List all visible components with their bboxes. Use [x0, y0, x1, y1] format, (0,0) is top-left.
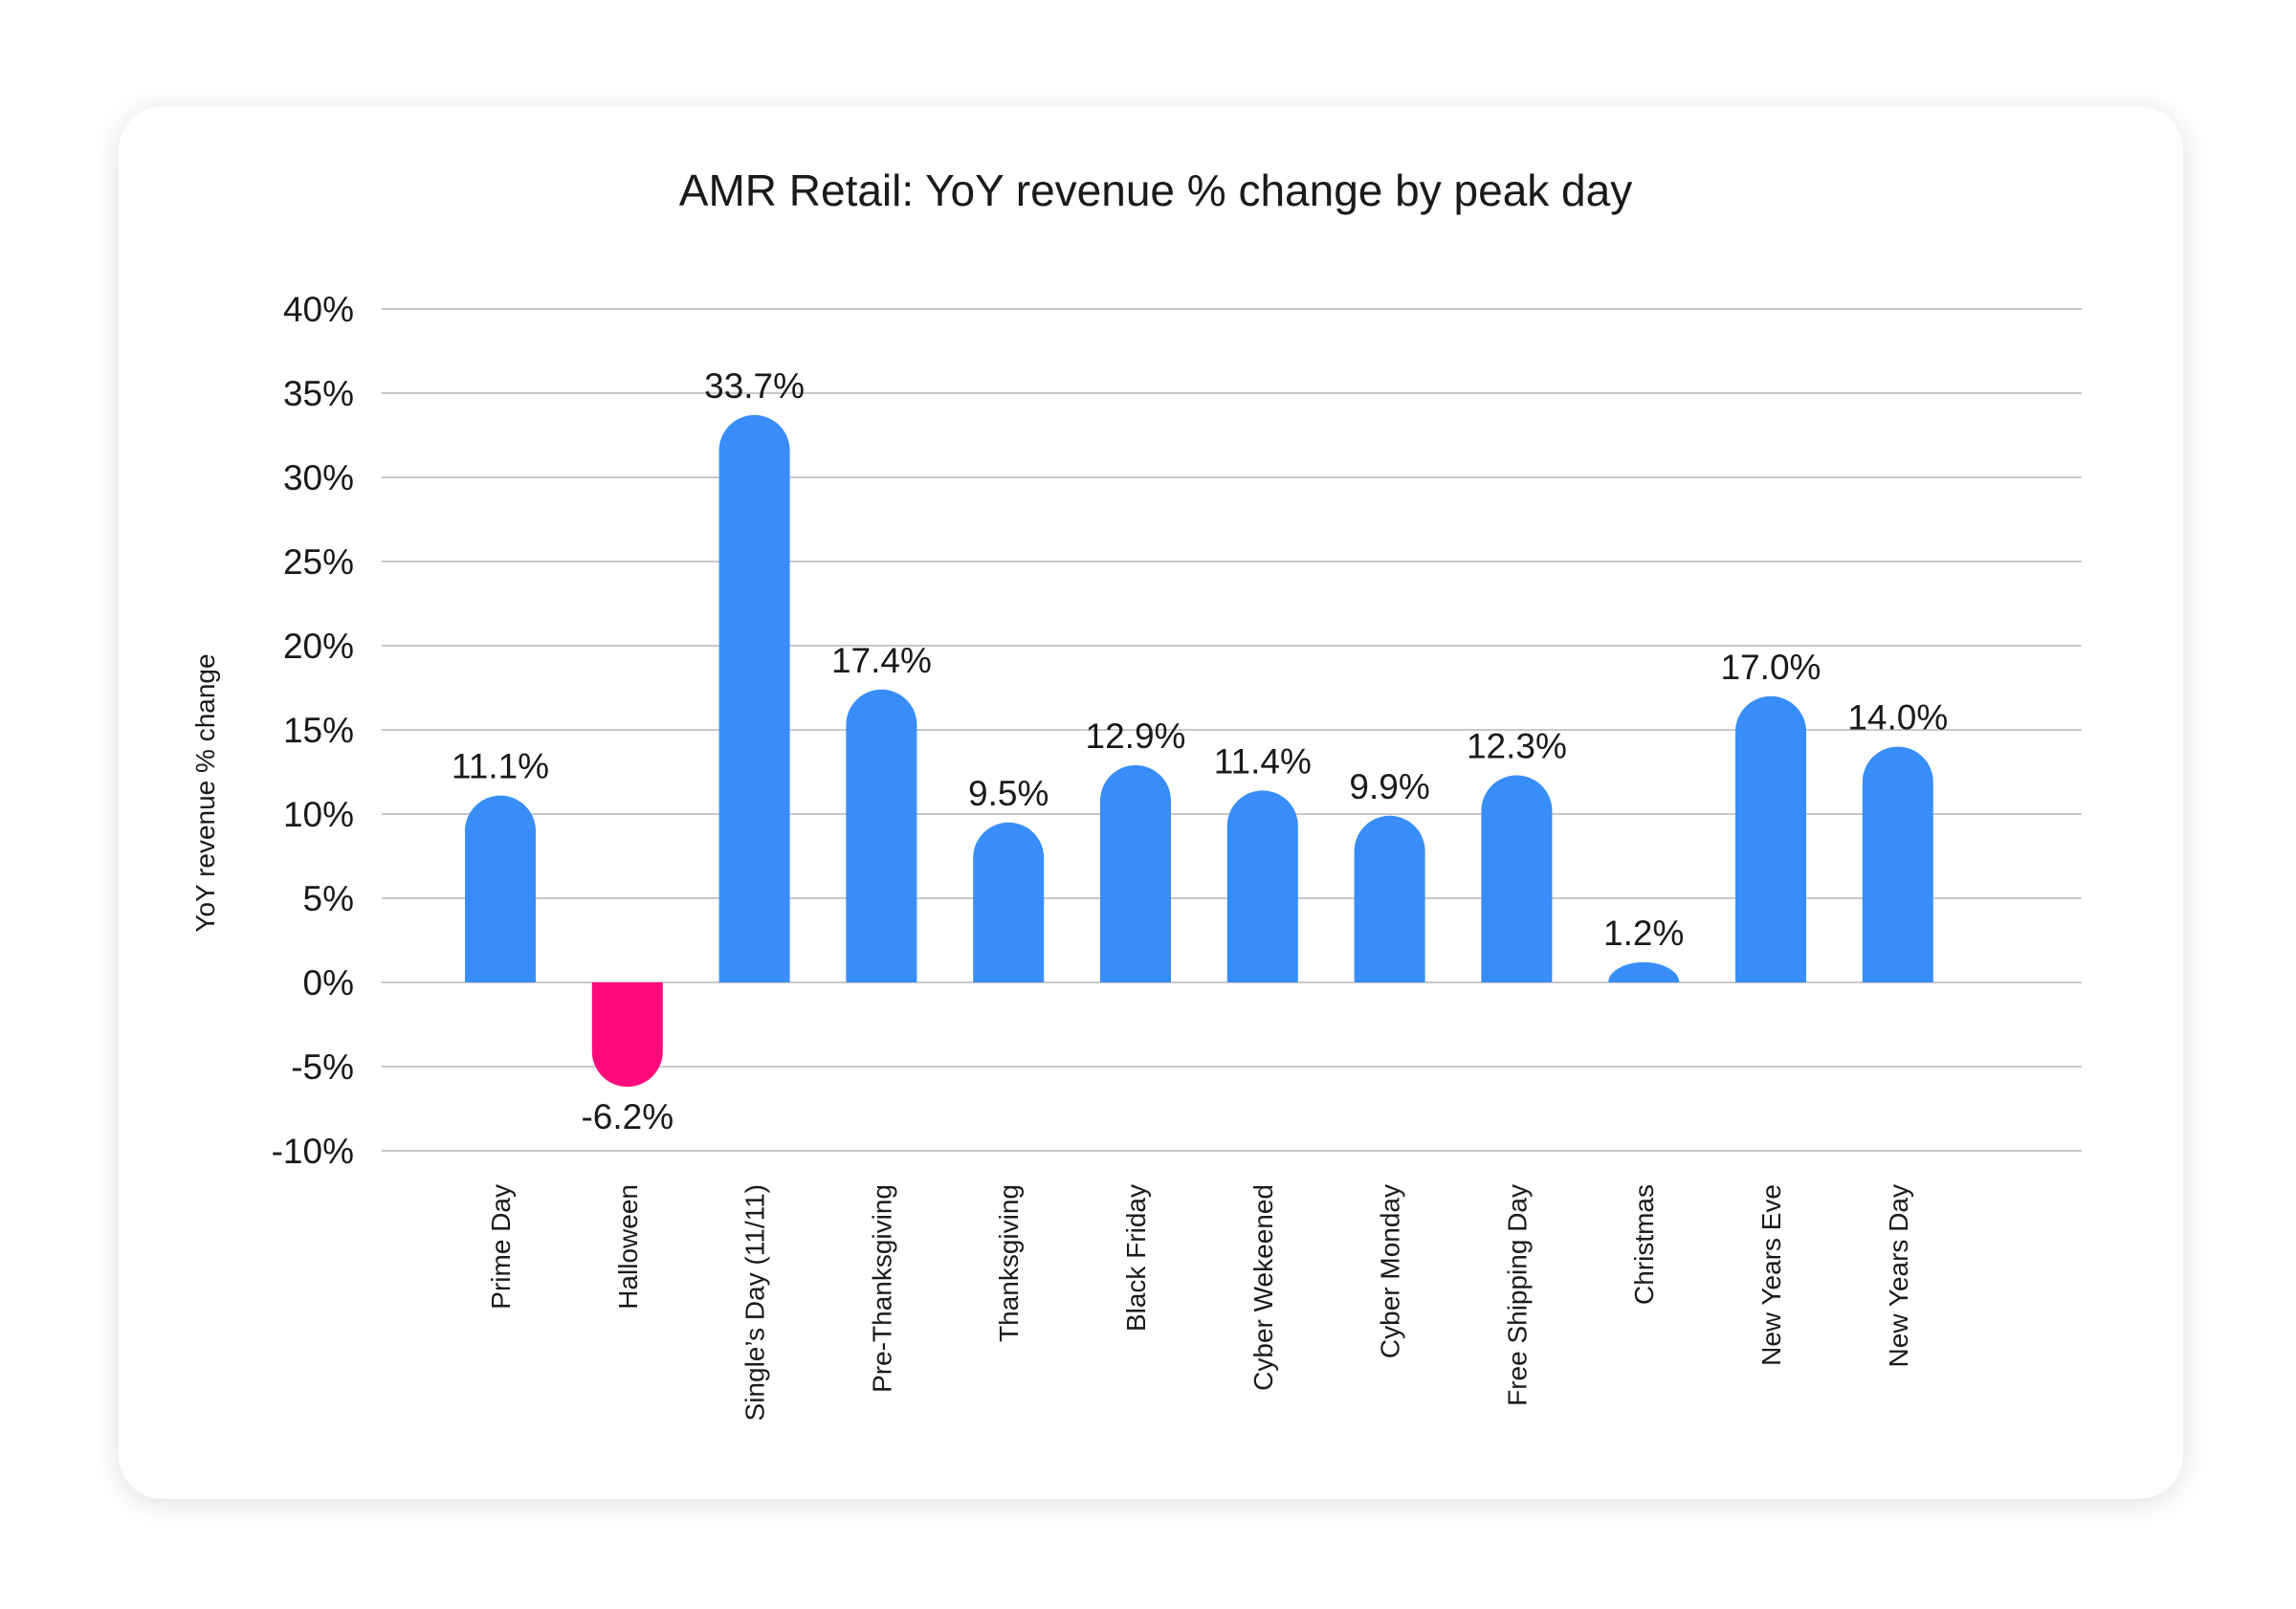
data-label: 33.7%: [704, 366, 805, 406]
chart-card: AMR Retail: YoY revenue % change by peak…: [119, 106, 2183, 1499]
y-axis-label: YoY revenue % change: [190, 653, 220, 932]
bar: [1862, 746, 1933, 982]
y-tick-label: 5%: [303, 879, 354, 918]
bar: [591, 982, 663, 1088]
data-label: 12.3%: [1467, 727, 1567, 766]
y-tick-label: -5%: [291, 1047, 354, 1087]
x-tick-label: Thanksgiving: [994, 1184, 1024, 1342]
x-tick-label: New Years Day: [1884, 1184, 1913, 1367]
bar: [1354, 815, 1425, 982]
y-axis-ticks: -10% -5% 0% 5% 10% 15% 20% 25% 30% 35% 40%: [272, 290, 354, 1171]
bar: [1481, 775, 1553, 982]
y-tick-label: 20%: [283, 627, 354, 666]
bar: [846, 689, 917, 982]
x-axis-ticks: Prime Day Halloween Single’s Day (11/11) Pr…: [486, 1184, 1913, 1421]
x-tick-label: Cyber Wekeened: [1248, 1184, 1278, 1391]
bar: [1100, 764, 1171, 982]
bar: [718, 414, 790, 983]
x-tick-label: Pre-Thanksgiving: [867, 1184, 896, 1393]
bar: [465, 795, 536, 982]
x-tick-label: Single’s Day (11/11): [740, 1184, 770, 1421]
chart-title: AMR Retail: YoY revenue % change by peak…: [679, 165, 1632, 215]
data-label: 12.9%: [1086, 716, 1186, 756]
y-tick-label: 25%: [283, 542, 354, 582]
x-tick-label: Christmas: [1629, 1184, 1659, 1305]
data-label: 17.0%: [1721, 648, 1821, 687]
data-label: 11.1%: [452, 747, 549, 786]
bar: [1226, 790, 1298, 982]
y-tick-label: 35%: [283, 374, 354, 413]
bar-chart: AMR Retail: YoY revenue % change by peak…: [190, 165, 2082, 1421]
y-tick-label: -10%: [272, 1132, 354, 1171]
y-tick-label: 0%: [303, 963, 354, 1003]
bar: [1735, 695, 1806, 982]
x-tick-label: New Years Eve: [1756, 1184, 1786, 1366]
x-tick-label: Black Friday: [1121, 1184, 1151, 1332]
data-label: 1.2%: [1603, 914, 1684, 953]
bar: [1608, 961, 1680, 982]
data-label: 11.4%: [1214, 741, 1312, 781]
x-tick-label: Free Shipping Day: [1502, 1184, 1532, 1406]
data-label: 17.4%: [831, 641, 932, 680]
data-labels: 11.1% -6.2% 33.7% 17.4% 9.5% 12.9% 11.4% 9.9% 12…: [452, 366, 1948, 1136]
data-label: 14.0%: [1847, 698, 1948, 738]
x-tick-label: Prime Day: [486, 1184, 516, 1310]
x-tick-label: Cyber Monday: [1376, 1184, 1405, 1358]
bar: [973, 822, 1045, 982]
x-tick-label: Halloween: [613, 1184, 643, 1310]
bars: [465, 414, 1933, 1088]
y-tick-label: 10%: [283, 795, 354, 834]
y-tick-label: 15%: [283, 711, 354, 750]
y-tick-label: 40%: [283, 290, 354, 329]
data-label: 9.9%: [1349, 767, 1429, 806]
data-label: -6.2%: [581, 1097, 673, 1136]
y-tick-label: 30%: [283, 458, 354, 497]
data-label: 9.5%: [968, 774, 1049, 813]
